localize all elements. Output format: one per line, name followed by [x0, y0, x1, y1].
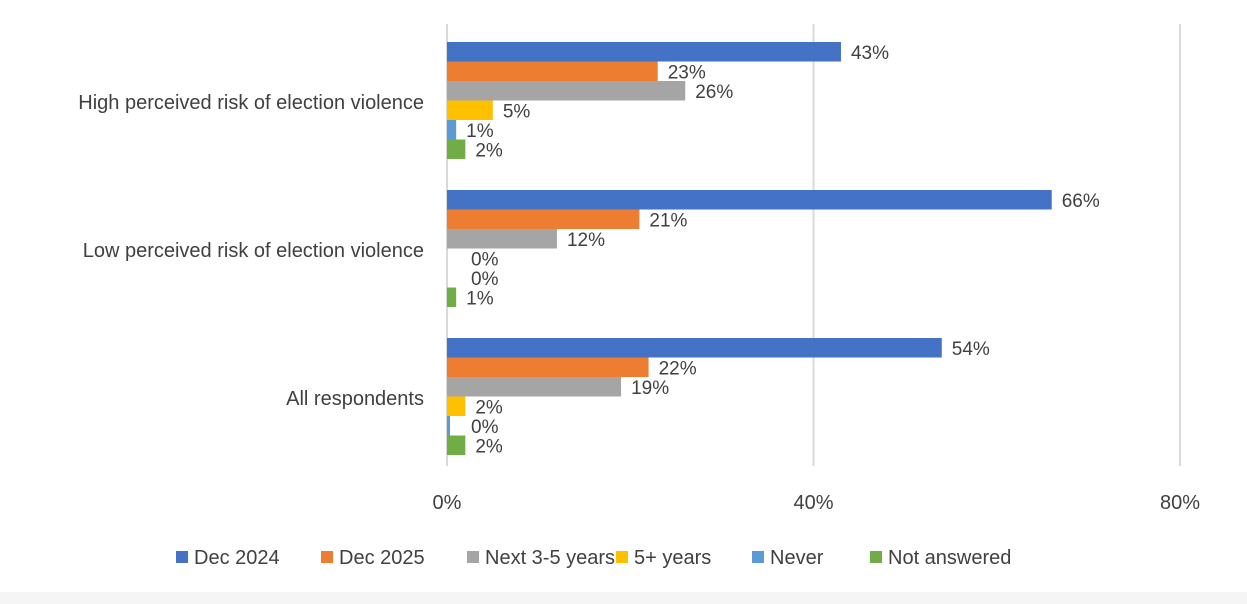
legend-label: Next 3-5 years: [485, 547, 615, 569]
bar: [447, 338, 942, 358]
data-label: 1%: [466, 121, 494, 142]
legend-swatch: [870, 551, 882, 563]
bar: [447, 229, 557, 249]
legend-swatch: [176, 551, 188, 563]
x-axis-ticks: 0% 40% 80%: [433, 492, 1201, 514]
data-label: 26%: [695, 82, 733, 103]
bar: [447, 377, 622, 397]
legend: Dec 2024 Dec 2025 Next 3-5 years 5+ years Ne…: [176, 547, 1011, 569]
data-label: 1%: [466, 288, 494, 309]
legend-label: Never: [770, 547, 824, 569]
legend-label: Dec 2024: [194, 547, 280, 569]
bar: [447, 416, 450, 436]
bottom-strip: [0, 592, 1247, 604]
bars: [447, 42, 1052, 455]
data-label: 54%: [952, 339, 990, 360]
legend-label: Not answered: [888, 547, 1011, 569]
data-label: 0%: [471, 417, 499, 438]
bar: [447, 61, 658, 81]
data-label: 2%: [475, 436, 503, 457]
legend-swatch: [616, 551, 628, 563]
bar: [447, 100, 493, 120]
bar: [447, 357, 649, 377]
data-label: 2%: [475, 397, 503, 418]
legend-label: 5+ years: [634, 547, 711, 569]
x-tick-label: 80%: [1160, 492, 1200, 514]
bar: [447, 287, 457, 307]
data-label: 19%: [631, 378, 669, 399]
data-label: 21%: [649, 210, 687, 231]
data-label: 66%: [1062, 191, 1100, 212]
legend-item: Never: [752, 547, 824, 569]
legend-item: Next 3-5 years: [467, 547, 615, 569]
bar: [447, 81, 686, 101]
legend-item: Dec 2025: [321, 547, 425, 569]
data-label: 2%: [475, 140, 503, 161]
bar: [447, 42, 841, 62]
x-tick-label: 40%: [793, 492, 833, 514]
legend-item: Dec 2024: [176, 547, 280, 569]
bar: [447, 396, 466, 416]
data-label: 12%: [567, 230, 605, 251]
legend-label: Dec 2025: [339, 547, 425, 569]
bar: [447, 190, 1052, 210]
data-label: 22%: [659, 358, 697, 379]
bar: [447, 209, 640, 229]
category-label: Low perceived risk of election violence: [83, 240, 424, 262]
bar: [447, 435, 466, 455]
data-label: 43%: [851, 43, 889, 64]
data-labels: 43%23%26%5%1%2%66%21%12%0%0%1%54%22%19%2…: [466, 43, 1100, 458]
bar: [447, 139, 466, 159]
legend-swatch: [467, 551, 479, 563]
legend-swatch: [752, 551, 764, 563]
data-label: 0%: [471, 269, 499, 290]
category-labels: High perceived risk of election violence…: [78, 92, 424, 410]
x-tick-label: 0%: [433, 492, 462, 514]
data-label: 0%: [471, 249, 499, 270]
bar: [447, 120, 457, 140]
legend-item: Not answered: [870, 547, 1011, 569]
data-label: 23%: [668, 62, 706, 83]
legend-swatch: [321, 551, 333, 563]
category-label: High perceived risk of election violence: [78, 92, 424, 114]
category-label: All respondents: [286, 388, 424, 410]
legend-item: 5+ years: [616, 547, 711, 569]
data-label: 5%: [503, 101, 531, 122]
